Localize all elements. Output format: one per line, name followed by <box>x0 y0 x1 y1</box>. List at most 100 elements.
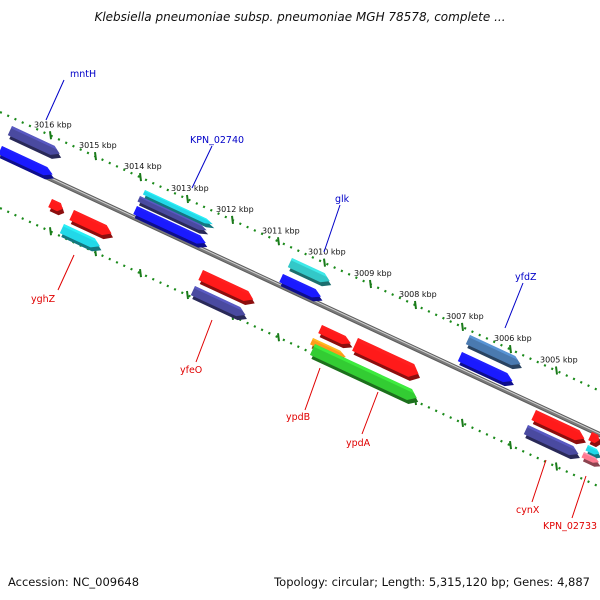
feature-body <box>309 344 417 400</box>
bottom-scale-tick <box>509 441 512 450</box>
top-scale-tick <box>369 279 372 289</box>
gene-feature-red <box>531 410 586 445</box>
gene-label: cynX <box>516 505 540 516</box>
scale-label: 3011 kbp <box>262 226 300 235</box>
gene-feature-cyan <box>585 445 600 459</box>
gene-label: KPN_02733 <box>543 521 597 532</box>
gene-feature-red <box>352 338 420 381</box>
feature-body <box>523 425 579 456</box>
feature-highlight <box>534 410 582 435</box>
gene-feature-pink <box>581 452 600 467</box>
feature-body <box>310 338 346 358</box>
feature-body <box>0 146 53 176</box>
bottom-scale-tick <box>277 333 280 342</box>
gene-label: yfeO <box>180 365 202 376</box>
gene-feature-green <box>309 344 419 404</box>
top-scale-tick <box>231 215 234 225</box>
top-scale-tick <box>94 152 97 161</box>
bottom-scale-tick <box>49 227 52 236</box>
feature-highlight <box>591 432 599 438</box>
gene-feature-red <box>48 199 65 216</box>
gene-feature-red <box>588 432 600 448</box>
feature-highlight <box>460 352 510 378</box>
feature-highlight <box>312 338 344 354</box>
feature-body <box>457 352 513 383</box>
gene-label: yghZ <box>31 294 56 305</box>
scale-label: 3014 kbp <box>124 162 162 171</box>
kbp-scale: 3016 kbp 3015 kbp 3014 kbp 3013 kbp 3012 kbp… <box>0 111 600 488</box>
feature-highlight <box>356 338 417 370</box>
bottom-scale-tick <box>461 418 464 427</box>
gene-label: yfdZ <box>515 272 537 283</box>
top-scale-tick <box>414 300 417 310</box>
gene-label: KPN_02740 <box>190 135 244 146</box>
feature-highlight <box>201 270 251 296</box>
feature-body <box>137 196 207 231</box>
feature-body <box>133 206 206 244</box>
feature-highlight <box>583 452 598 460</box>
gene-label-leader <box>304 367 321 411</box>
gene-feature-blue <box>133 206 208 248</box>
feature-body <box>48 199 63 212</box>
scale-label: 3009 kbp <box>354 269 392 278</box>
feature-highlight <box>1 146 51 171</box>
scale-label: 3010 kbp <box>308 248 346 257</box>
accession-info: Accession: NC_009648 <box>8 575 139 589</box>
feature-body <box>59 224 100 248</box>
gene-feature-navy <box>190 286 247 321</box>
gene-features <box>0 126 600 467</box>
top-scale-tick <box>277 237 280 246</box>
gene-label-leader <box>57 254 75 291</box>
feature-highlight <box>290 258 328 278</box>
feature-body <box>69 210 112 236</box>
top-scale-tick <box>323 258 326 267</box>
top-scale-tick <box>139 172 142 182</box>
feature-highlight <box>468 335 518 361</box>
gene-feature-cyan <box>142 190 215 229</box>
gene-label-leader <box>361 391 379 435</box>
genome-summary: Topology: circular; Length: 5,315,120 bp… <box>274 575 590 589</box>
bottom-scale-tick <box>139 268 142 278</box>
scale-label: 3006 kbp <box>494 334 532 343</box>
feature-highlight <box>587 445 599 452</box>
top-scale-tick <box>461 322 464 331</box>
accession-label: Accession: <box>8 575 69 589</box>
feature-highlight <box>139 196 204 228</box>
gene-feature-red <box>69 210 114 240</box>
gene-label-leader <box>571 475 587 519</box>
gene-feature-steel <box>465 335 522 370</box>
map-title: Klebsiella pneumoniae subsp. pneumoniae … <box>94 10 506 24</box>
gene-feature-cyan <box>59 224 102 252</box>
scale-label: 3008 kbp <box>399 290 437 299</box>
top-scale-tick <box>186 194 189 204</box>
gene-feature-red <box>318 325 353 349</box>
gene-label: mntH <box>70 69 96 80</box>
gene-label-leader <box>323 204 341 253</box>
gene-feature-navy <box>7 126 62 159</box>
gene-label-leader <box>531 459 547 503</box>
gene-feature-blue <box>457 352 514 387</box>
feature-body <box>585 445 600 455</box>
gene-label-leader <box>195 319 213 363</box>
feature-highlight <box>282 274 319 293</box>
gene-feature-blue <box>0 146 55 180</box>
scale-label: 3016 kbp <box>34 120 72 129</box>
feature-body <box>287 258 330 283</box>
feature-highlight <box>72 210 110 230</box>
gene-label-leader <box>45 79 65 121</box>
feature-body <box>581 452 600 463</box>
feature-body <box>7 126 60 155</box>
scale-label: 3007 kbp <box>446 312 484 321</box>
accession-value: NC_009648 <box>72 575 140 589</box>
feature-highlight <box>193 286 243 312</box>
gene-label: ypdB <box>286 412 310 423</box>
feature-body <box>198 270 254 302</box>
bottom-scale-tick <box>186 290 189 300</box>
gene-label: glk <box>335 194 350 205</box>
feature-body <box>142 190 213 225</box>
scale-label: 3013 kbp <box>171 184 209 193</box>
top-scale-tick <box>49 131 52 140</box>
gene-feature-red <box>198 270 255 306</box>
gene-label-leader <box>504 282 524 329</box>
